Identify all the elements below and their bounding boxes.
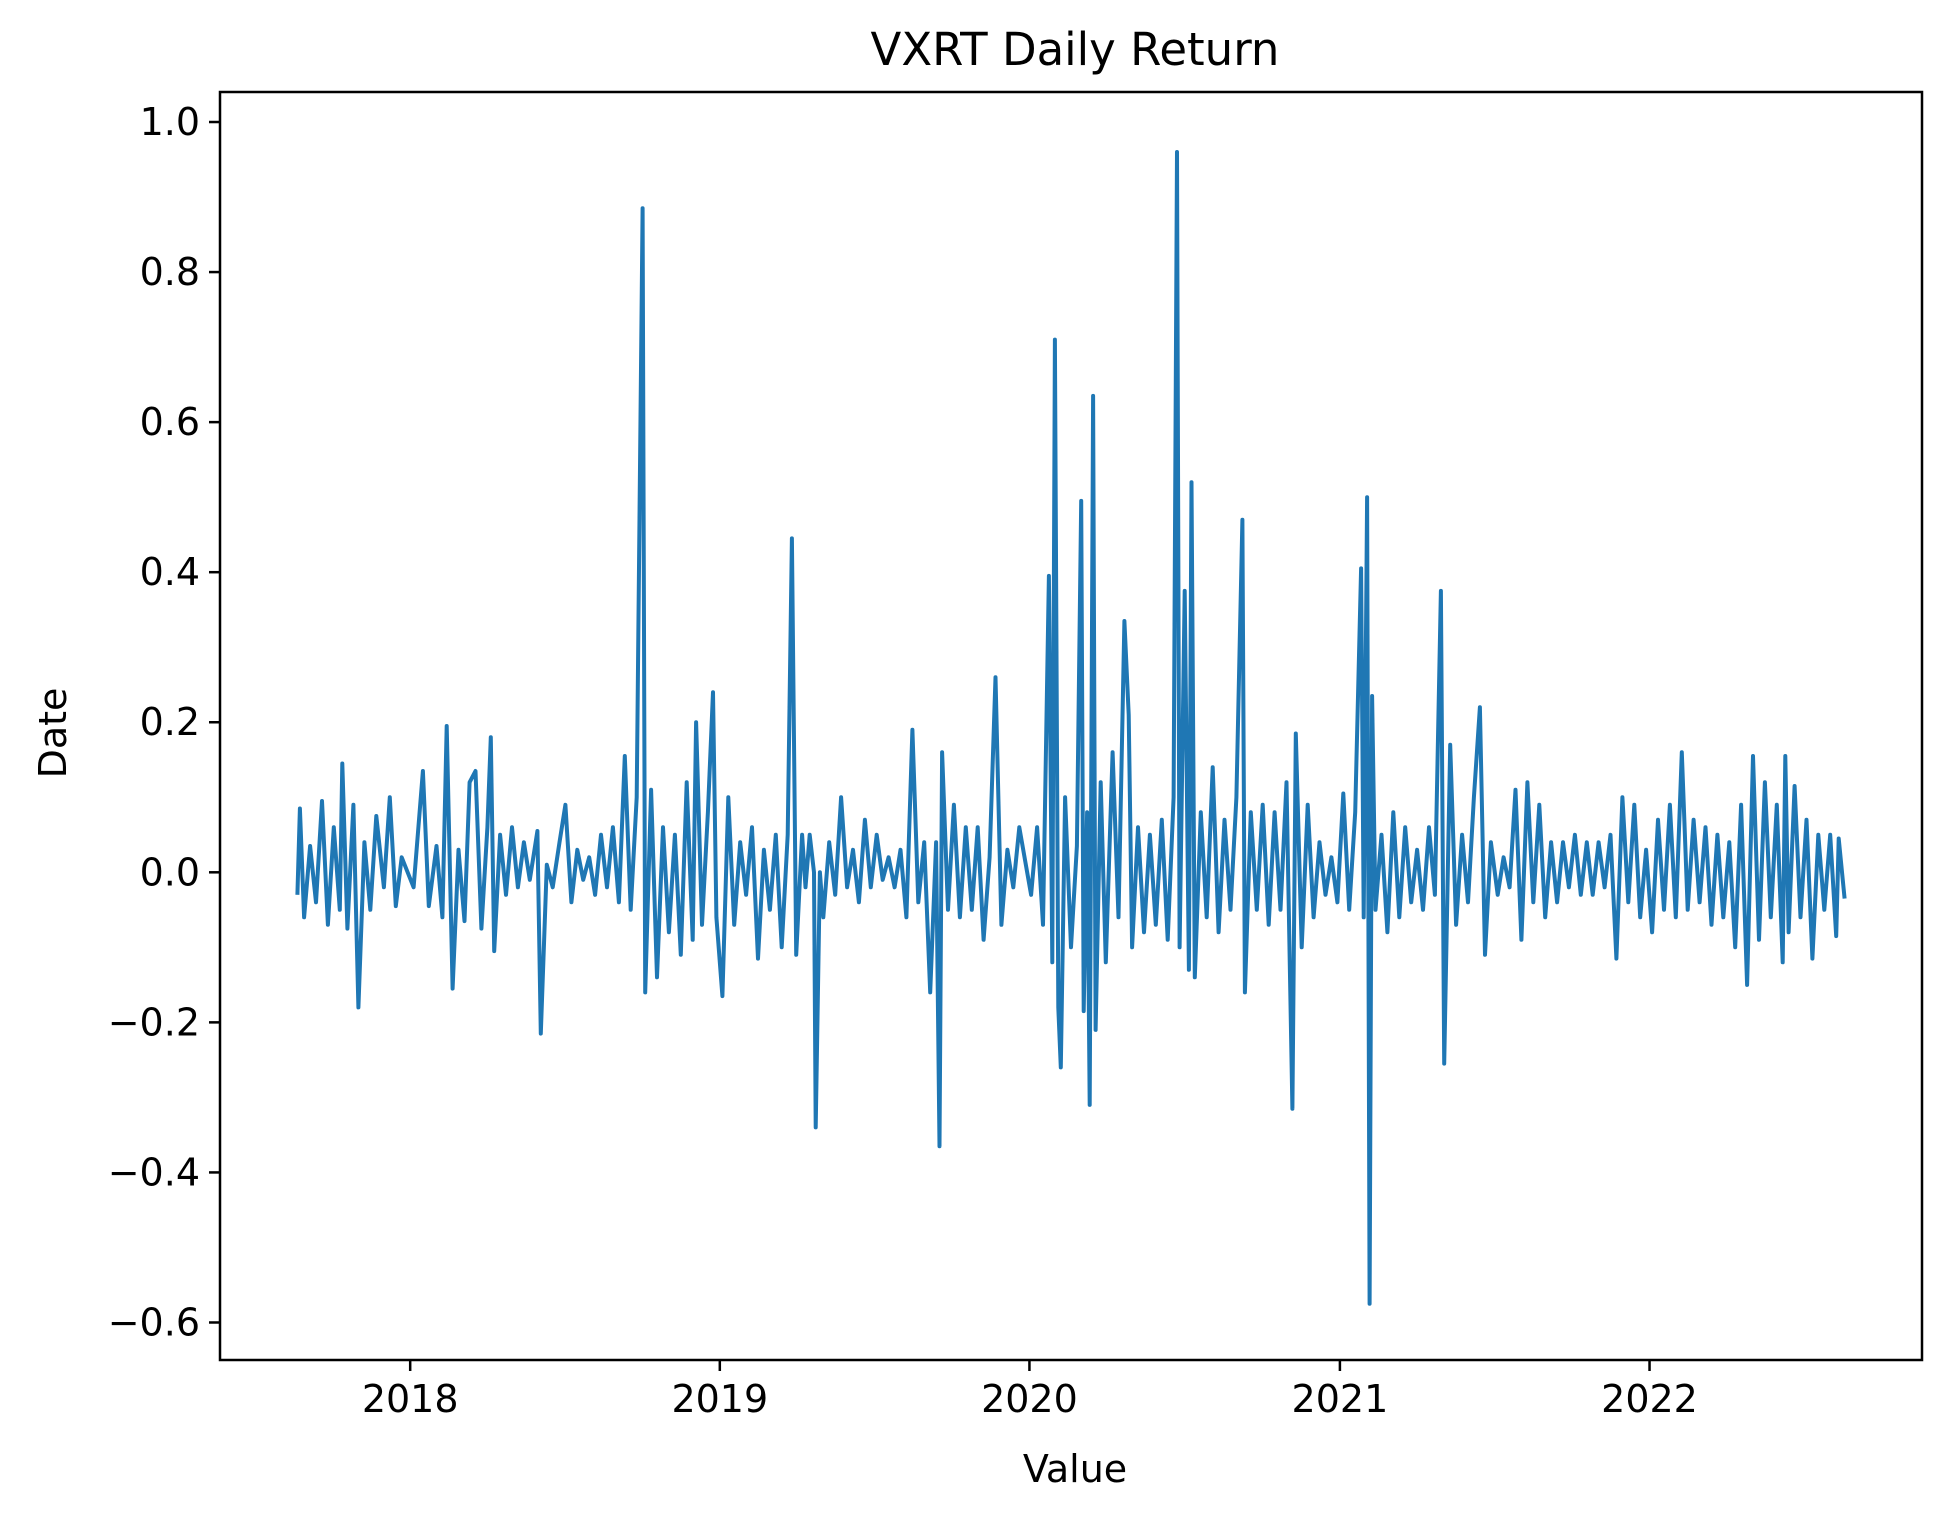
x-tick-label: 2020 (981, 1377, 1078, 1421)
x-tick-label: 2018 (362, 1377, 459, 1421)
y-tick-label: 0.4 (140, 550, 200, 594)
y-axis: 1.0 0.8 0.6 0.4 0.2 0.0 −0.2 −0.4 −0.6 (108, 100, 220, 1344)
series-layer (295, 150, 1847, 1306)
series-line-0 (295, 150, 1847, 1306)
y-tick-label: −0.4 (108, 1150, 200, 1194)
plot-frame (218, 90, 1924, 1362)
x-tick-label: 2019 (671, 1377, 768, 1421)
y-tick-label: 0.2 (140, 700, 200, 744)
y-tick-label: 0.6 (140, 400, 200, 444)
x-axis-label: Value (1023, 1447, 1127, 1491)
x-axis: 2018 2019 2020 2021 2022 (362, 1360, 1698, 1421)
y-tick-label: −0.2 (108, 1000, 200, 1044)
chart-title: VXRT Daily Return (871, 23, 1280, 76)
y-tick-label: 0.8 (140, 250, 200, 294)
x-tick-label: 2021 (1292, 1377, 1389, 1421)
x-tick-label: 2022 (1601, 1377, 1698, 1421)
y-tick-label: −0.6 (108, 1300, 200, 1344)
y-axis-label: Date (31, 688, 75, 779)
y-tick-label: 0.0 (140, 850, 200, 894)
y-tick-label: 1.0 (140, 100, 200, 144)
